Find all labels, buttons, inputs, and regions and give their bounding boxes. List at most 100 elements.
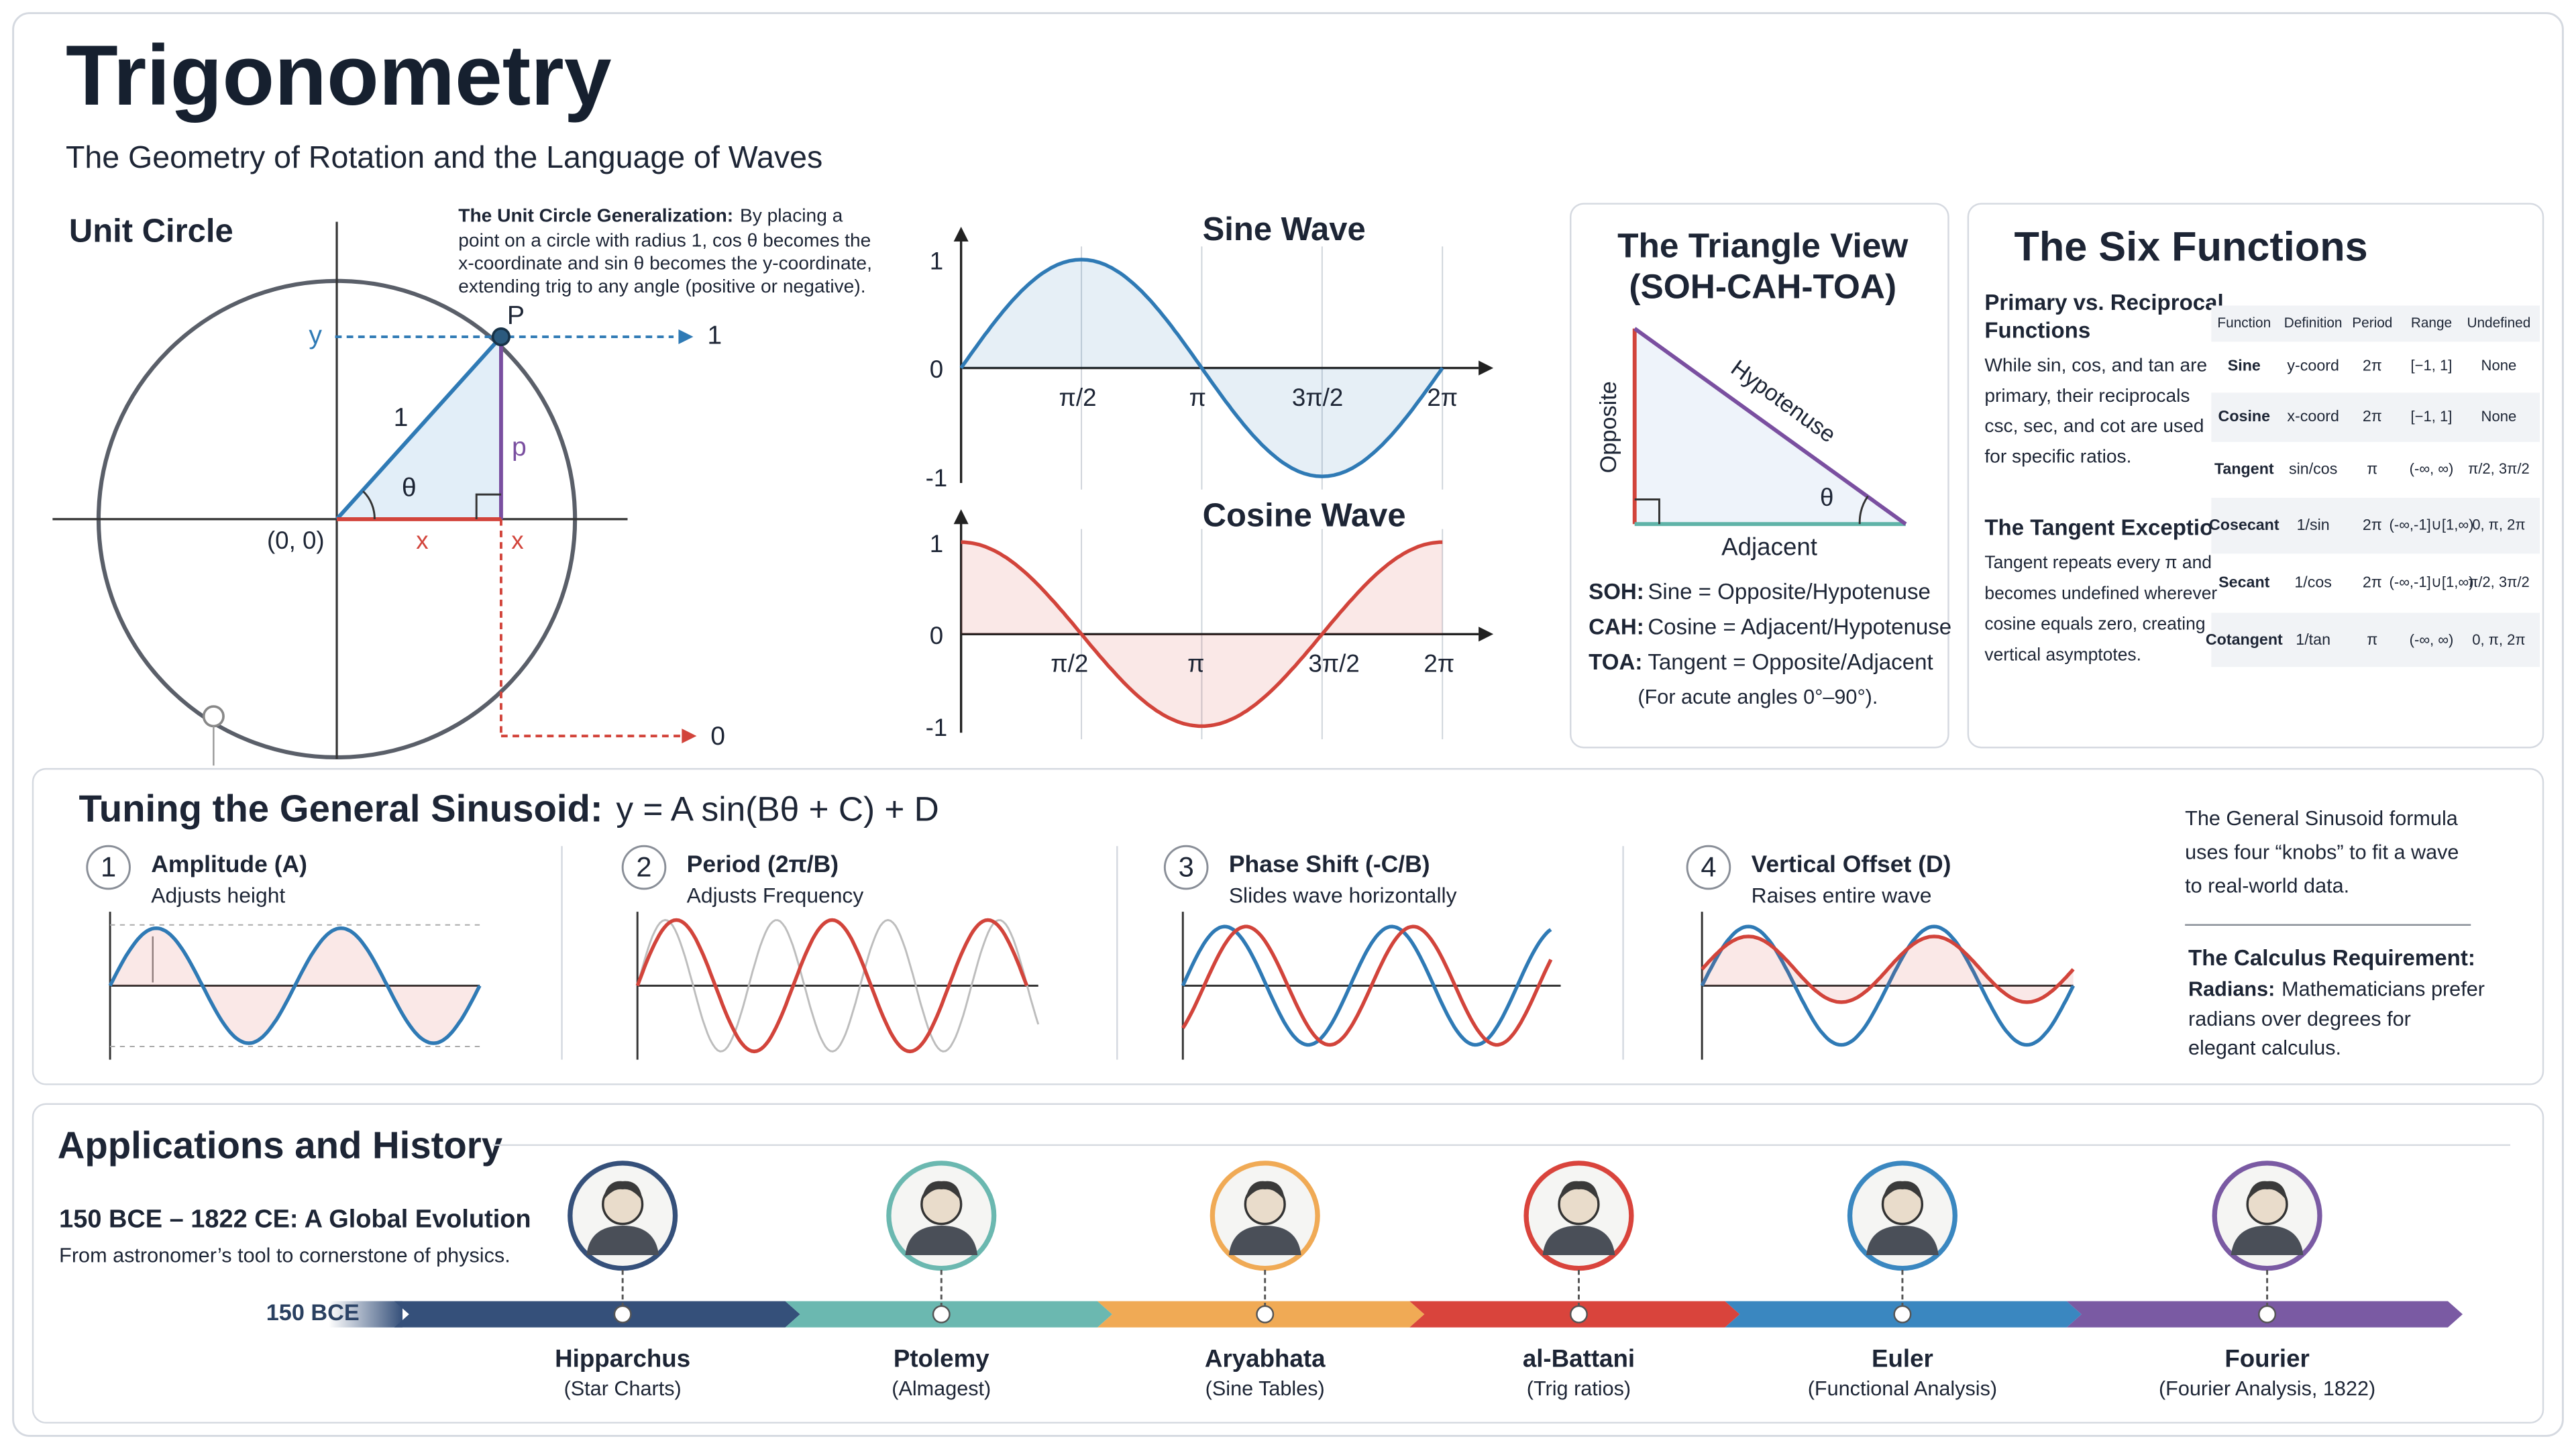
x-label: π <box>1187 650 1204 678</box>
arrow-head <box>953 509 969 525</box>
table-cell: 1/tan <box>2296 631 2330 648</box>
base-wave <box>1700 924 2076 1047</box>
offset-wave <box>1701 934 2075 1004</box>
person-name: al-Battani <box>1523 1344 1635 1372</box>
table-cell: (-∞, ∞) <box>2410 631 2454 648</box>
x-label: 2π <box>1424 650 1454 678</box>
y-label: 0 <box>930 622 943 649</box>
table-cell: Secant <box>2218 574 2270 591</box>
arrow-head <box>678 329 694 345</box>
side-note: The General Sinusoid formula <box>2185 807 2459 830</box>
table-header: Period <box>2352 315 2392 331</box>
table-cell: 2π <box>2363 516 2382 533</box>
portrait-hair <box>1245 1181 1285 1201</box>
table-cell: Sine <box>2228 356 2261 374</box>
y-label: -1 <box>926 714 948 741</box>
knob-number-circle <box>621 845 667 890</box>
knob-title: Vertical Offset (D) <box>1752 851 1951 877</box>
wave-title: Sine Wave <box>1203 211 1366 248</box>
label: Adjacent <box>1721 533 1817 561</box>
knob-number-circle <box>1163 845 1209 890</box>
wave-title: Cosine Wave <box>1203 497 1406 533</box>
label: 1 <box>394 403 409 432</box>
arrow-head <box>1479 627 1494 642</box>
subheading: Functions <box>1984 318 2090 343</box>
calculus-line: Radians: Mathematicians prefer <box>2188 978 2485 1001</box>
sine_wave-curve <box>959 258 1444 478</box>
table-cell: π <box>2367 460 2377 478</box>
table-cell: (-∞,-1]∪[1,∞) <box>2390 517 2474 533</box>
table-cell: None <box>2481 357 2517 374</box>
section-title: Unit Circle <box>69 213 233 250</box>
knob-title: Amplitude (A) <box>151 851 307 877</box>
table-cell: Cotangent <box>2206 631 2283 648</box>
angle-arc <box>1858 495 1869 525</box>
timeline-segment <box>394 1301 800 1328</box>
rule-text: Sine = Opposite/Hypotenuse <box>1648 580 1931 604</box>
panel-title: Applications and History <box>58 1124 503 1167</box>
paragraph-line: csc, sec, and cot are used <box>1984 415 2204 436</box>
portrait-hair <box>602 1181 643 1201</box>
knob-number-circle <box>1686 845 1731 890</box>
formula: y = A sin(Bθ + C) + D <box>616 789 938 828</box>
arrow-head <box>1479 360 1494 376</box>
table-cell: Tangent <box>2214 460 2274 478</box>
person-note: (Trig ratios) <box>1527 1377 1631 1400</box>
portrait-body <box>586 1225 659 1256</box>
knob-number: 3 <box>1179 851 1194 883</box>
table-header: Undefined <box>2467 315 2530 331</box>
knob-number: 1 <box>101 851 116 883</box>
table-cell: x-coord <box>2287 407 2339 425</box>
paragraph-line: Tangent repeats every π and <box>1984 552 2212 572</box>
rule-text: Cosine = Adjacent/Hypotenuse <box>1648 614 1951 639</box>
knob-number: 4 <box>1701 851 1716 883</box>
portrait-hair <box>2247 1181 2287 1201</box>
note-bold: The Unit Circle Generalization: <box>458 205 733 226</box>
person-note: (Fourier Analysis, 1822) <box>2159 1377 2375 1400</box>
subheading: Primary vs. Reciprocal <box>1984 290 2223 315</box>
knob-description: Slides wave horizontally <box>1229 883 1457 908</box>
label: x <box>416 527 428 554</box>
label: (0, 0) <box>267 527 325 554</box>
table-cell: [−1, 1] <box>2411 357 2453 374</box>
label: 1 <box>707 321 722 350</box>
table-cell: [−1, 1] <box>2411 408 2453 425</box>
x-label: π/2 <box>1051 650 1088 678</box>
person-note: (Sine Tables) <box>1205 1377 1325 1400</box>
label: θ <box>1820 484 1833 511</box>
y-label: -1 <box>926 464 948 492</box>
knob-number-circle <box>86 845 131 890</box>
rule-text: Tangent = Opposite/Adjacent <box>1648 650 1933 675</box>
rule-key: CAH: <box>1589 614 1644 639</box>
knob-title: Period (2π/B) <box>687 851 839 877</box>
calculus-bold: Radians: <box>2188 978 2275 1001</box>
portrait-body <box>1542 1225 1615 1256</box>
x-label: π/2 <box>1059 384 1097 411</box>
description: From astronomer’s tool to cornerstone of… <box>59 1244 511 1267</box>
label: x <box>511 527 523 554</box>
table-cell: 0, π, 2π <box>2472 631 2525 648</box>
paragraph-line: becomes undefined wherever <box>1984 583 2217 603</box>
note-line: x-coordinate and sin θ becomes the y-coo… <box>458 253 872 274</box>
table-header: Function <box>2217 315 2271 331</box>
amplitude-wave <box>108 926 482 1045</box>
label: P <box>507 301 525 330</box>
x-label: 2π <box>1427 384 1458 411</box>
table-cell: 1/sin <box>2297 516 2330 533</box>
table-cell: None <box>2481 408 2517 425</box>
timeline-dot <box>2258 1305 2277 1324</box>
knob-description: Adjusts height <box>151 883 285 908</box>
table-cell: y-coord <box>2287 356 2339 374</box>
portrait-hair <box>921 1181 961 1201</box>
note-text: By placing a <box>740 205 843 226</box>
radius <box>335 335 503 521</box>
table-cell: Cosecant <box>2209 516 2279 533</box>
right-angle <box>1634 498 1660 525</box>
table-cell: 2π <box>2363 356 2382 374</box>
x-label: π <box>1189 384 1206 411</box>
label: 0 <box>710 722 725 751</box>
portrait-body <box>2231 1225 2304 1256</box>
rule-key: SOH: <box>1589 580 1644 604</box>
rule-key: TOA: <box>1589 650 1642 675</box>
